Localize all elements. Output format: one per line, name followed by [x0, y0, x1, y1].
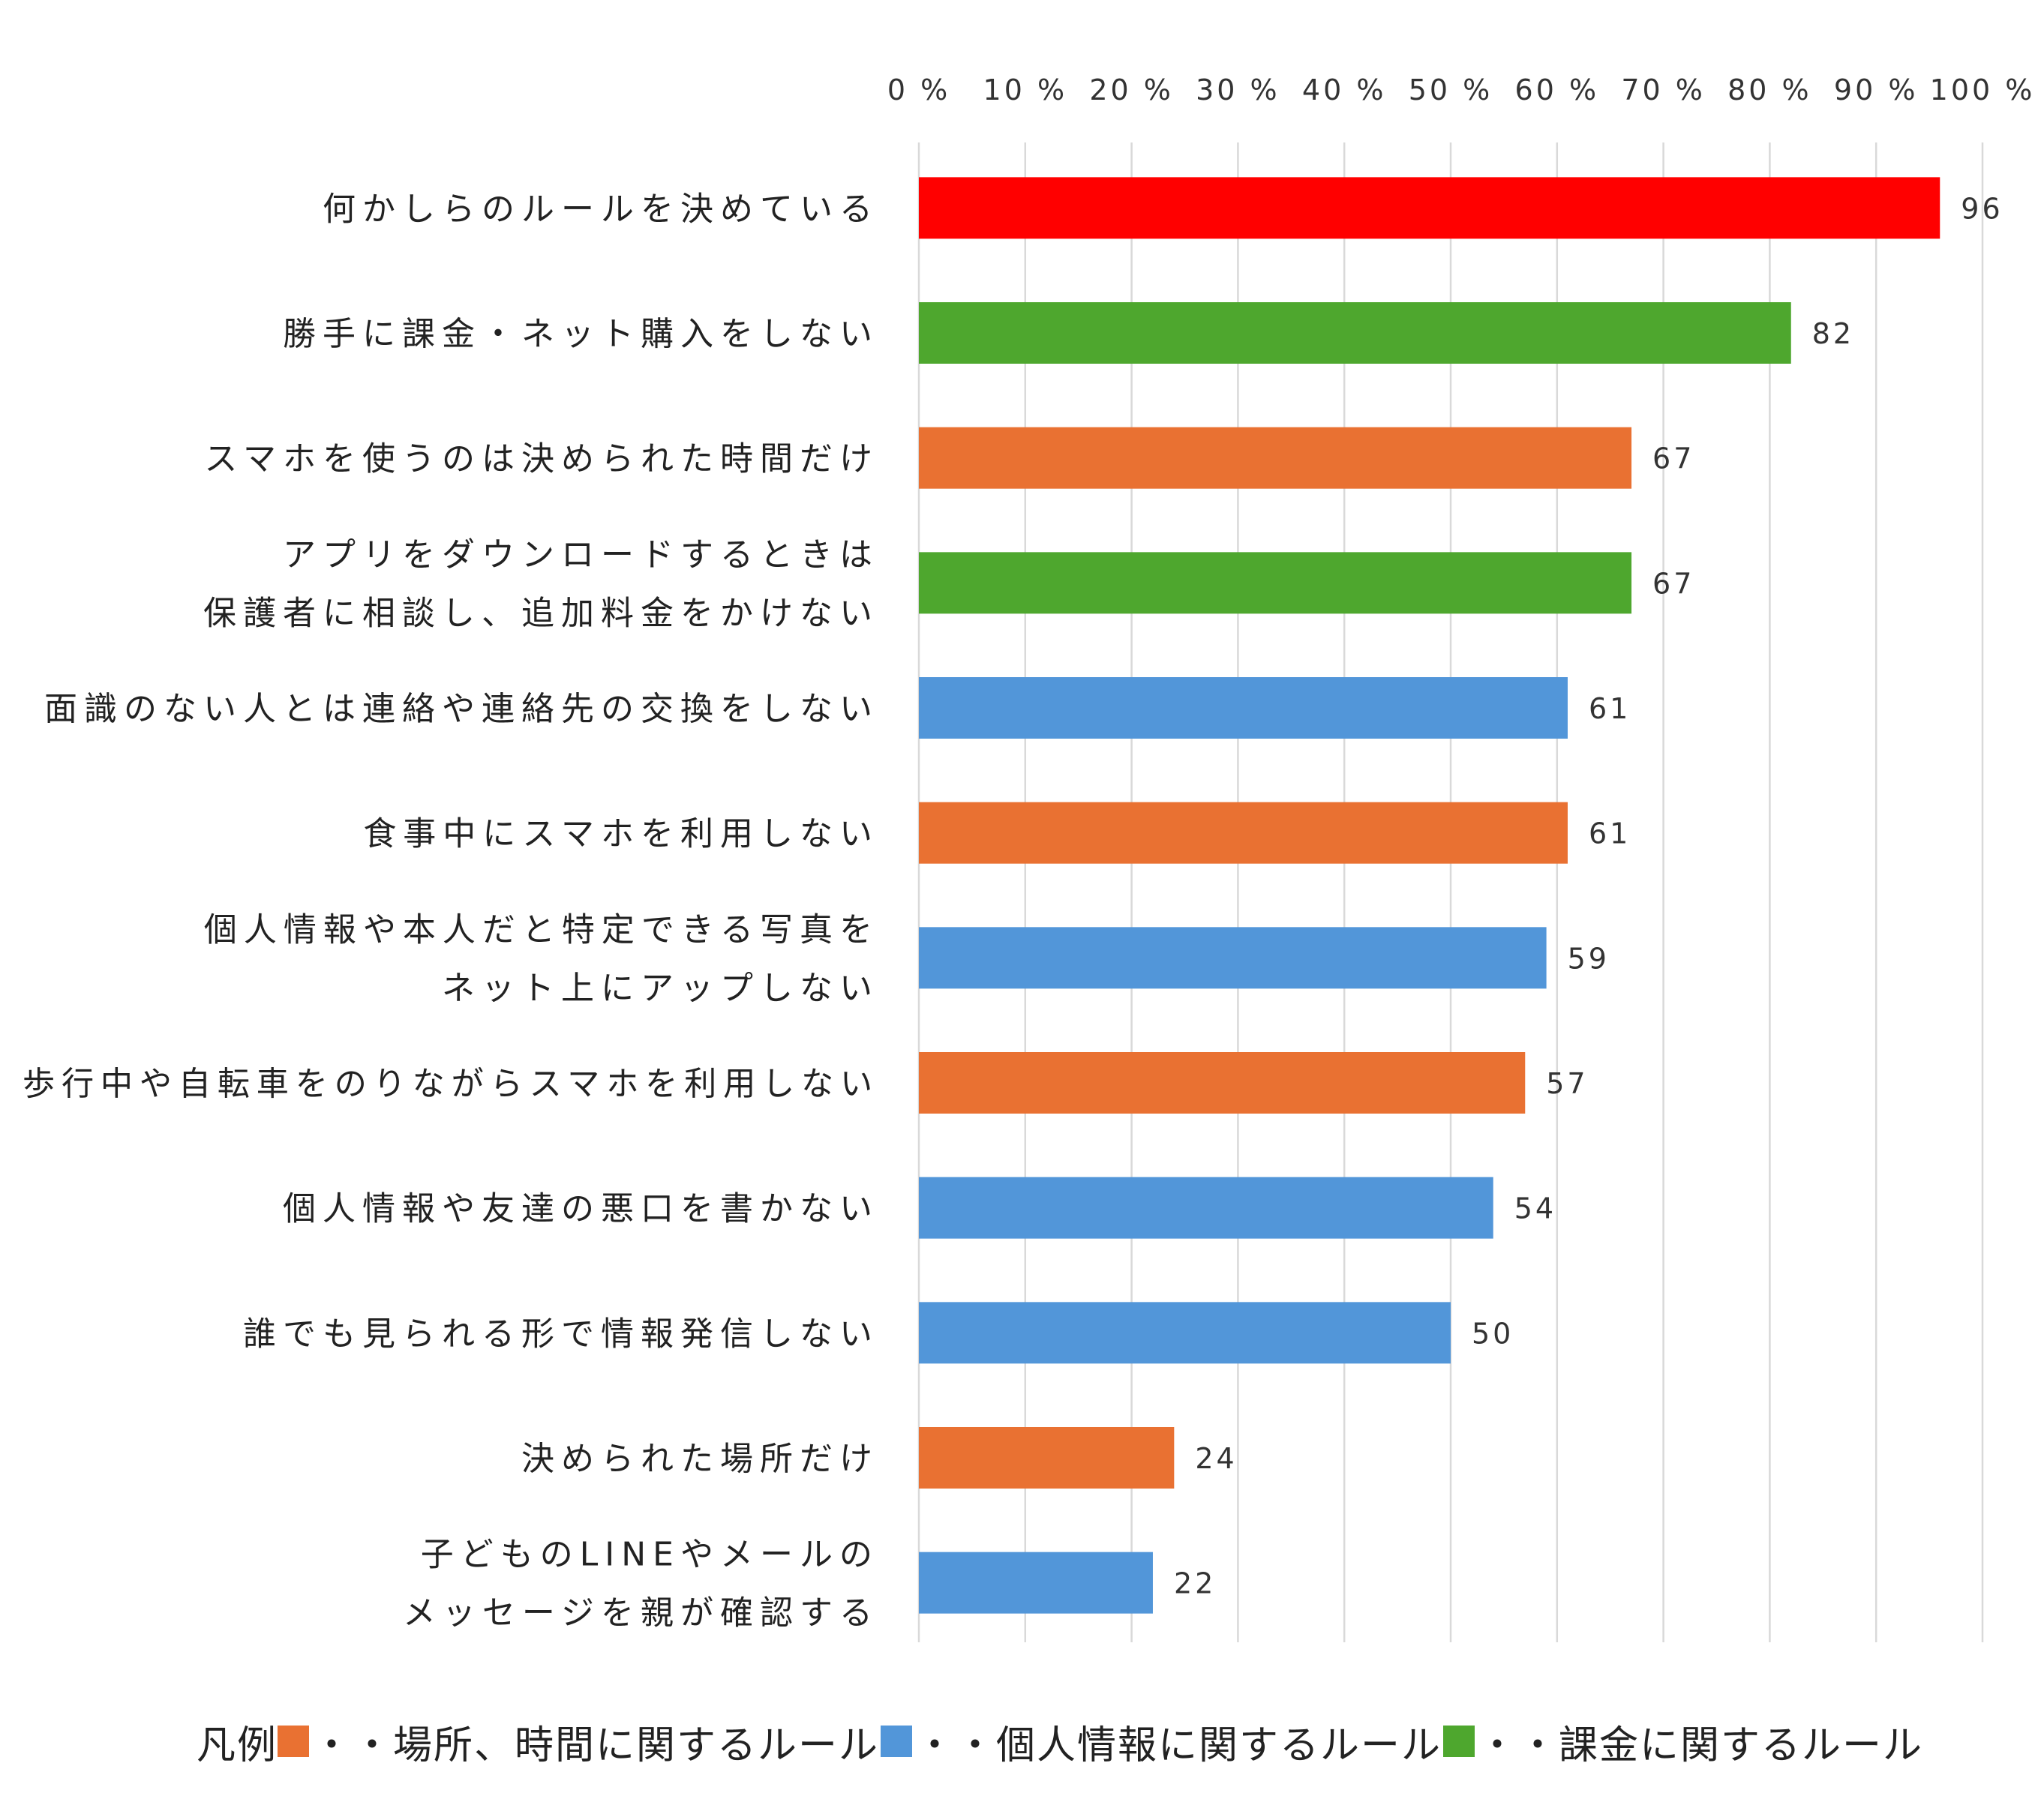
bar — [919, 302, 1791, 364]
x-tick-label: 30 % — [1196, 73, 1280, 106]
data-label: 61 — [1589, 817, 1631, 850]
bar — [919, 927, 1547, 989]
category-label: 決められた場所だけ — [521, 1440, 879, 1478]
bar — [919, 677, 1568, 739]
category-label: 食事中にスマホを利用しない — [363, 815, 879, 853]
x-tick-label: 10 % — [983, 73, 1068, 106]
legend: 凡例 ・・場所、時間に関するルール ・・個人情報に関するルール ・・課金に関する… — [197, 1711, 1925, 1771]
x-tick-label: 20 % — [1089, 73, 1174, 106]
x-tick-label: 50 % — [1409, 73, 1493, 106]
data-label: 59 — [1568, 942, 1610, 975]
data-label: 67 — [1652, 442, 1694, 475]
category-label: 個人情報や本人だと特定できる写真を — [204, 910, 879, 949]
category-label: 歩行中や自転車をのりながらスマホを利用しない — [23, 1065, 879, 1103]
data-label: 24 — [1195, 1442, 1237, 1475]
bar — [919, 802, 1568, 864]
legend-swatch-place-time — [278, 1726, 310, 1757]
legend-title: 凡例 — [197, 1723, 278, 1768]
legend-label-billing: ・・課金に関するルール — [1478, 1723, 1924, 1768]
x-tick-label: 100 % — [1930, 73, 2036, 106]
category-label: 勝手に課金・ネット購入をしない — [283, 315, 879, 353]
x-tick-label: 80 % — [1727, 73, 1812, 106]
category-label: スマホを使うのは決められた時間だけ — [204, 440, 879, 478]
data-label: 67 — [1652, 567, 1694, 600]
bar — [919, 1052, 1526, 1114]
category-label: 何かしらのルールを決めている — [323, 190, 879, 228]
bar — [919, 1302, 1451, 1364]
bar — [919, 177, 1940, 239]
category-label: 誰でも見られる形で情報発信しない — [243, 1315, 879, 1353]
data-label: 61 — [1589, 692, 1631, 725]
data-label: 50 — [1472, 1317, 1514, 1350]
legend-label-personal-info: ・・個人情報に関するルール — [915, 1723, 1442, 1768]
legend-swatch-billing — [1443, 1726, 1475, 1757]
bar — [919, 427, 1632, 489]
x-tick-label: 60 % — [1515, 73, 1600, 106]
category-label: ネット上にアップしない — [442, 969, 879, 1007]
category-label: 個人情報や友達の悪口を書かない — [283, 1190, 879, 1228]
category-label: メッセージを親が確認する — [403, 1594, 879, 1633]
category-label: 保護者に相談し、追加料金をかけない — [203, 594, 879, 632]
bar-chart: 0 % 10 % 20 % 30 % 40 % 50 % 60 % 70 % 80 % 90 % 1… — [23, 73, 2036, 1642]
category-label: 面識のない人とは連絡や連絡先の交換をしない — [44, 690, 879, 728]
x-tick-label: 0 % — [887, 73, 950, 106]
data-label: 57 — [1546, 1067, 1588, 1100]
data-label: 96 — [1961, 192, 2003, 225]
bar — [919, 1552, 1153, 1614]
bar — [919, 1427, 1175, 1489]
x-tick-label: 40 % — [1302, 73, 1387, 106]
data-label: 54 — [1514, 1192, 1556, 1225]
category-label: 子どものLINEやメールの — [421, 1536, 879, 1574]
legend-label-place-time: ・・場所、時間に関するルール — [312, 1723, 880, 1768]
x-tick-label: 90 % — [1834, 73, 1919, 106]
x-tick-label: 70 % — [1621, 73, 1706, 106]
legend-swatch-personal-info — [881, 1726, 913, 1757]
bar — [919, 1177, 1493, 1239]
data-label: 82 — [1812, 317, 1854, 350]
data-label: 22 — [1174, 1567, 1216, 1600]
bar — [919, 552, 1632, 614]
category-label: アプリをダウンロードするときは — [283, 535, 879, 574]
